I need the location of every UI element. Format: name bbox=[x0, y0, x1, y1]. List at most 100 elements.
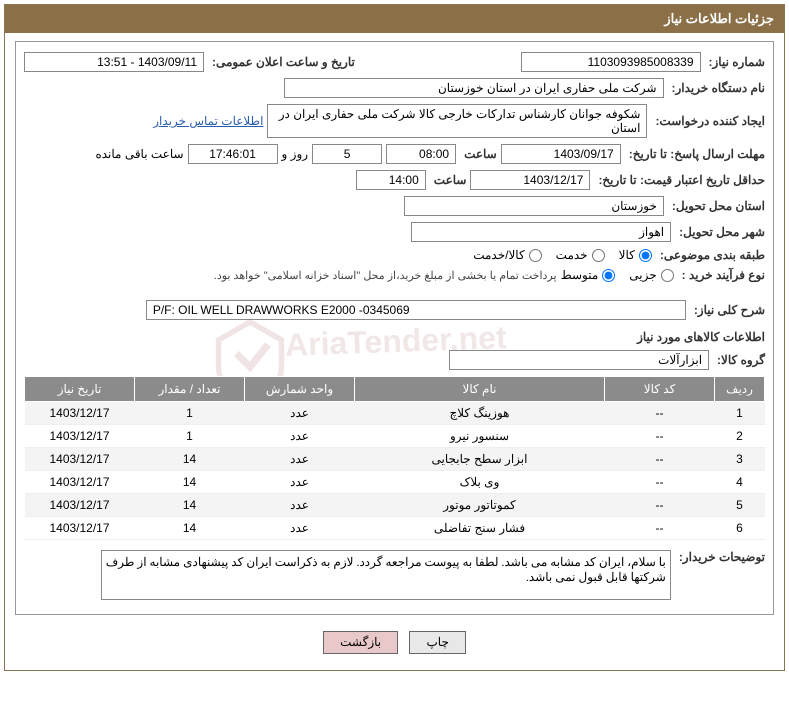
panel-header: جزئیات اطلاعات نیاز bbox=[5, 5, 784, 33]
requester-value: شکوفه جوانان کارشناس تدارکات خارجی کالا … bbox=[267, 104, 647, 138]
city-label: شهر محل تحویل: bbox=[675, 225, 765, 239]
main-panel: جزئیات اطلاعات نیاز AriaTender.net شماره… bbox=[4, 4, 785, 671]
contact-buyer-link[interactable]: اطلاعات تماس خریدار bbox=[153, 114, 263, 128]
radio-medium-label: متوسط bbox=[561, 268, 599, 282]
group-value: ابزارآلات bbox=[449, 350, 709, 370]
th-code: کد کالا bbox=[605, 377, 715, 402]
table-row: 2--سنسور نیروعدد11403/12/17 bbox=[25, 425, 765, 448]
city-value: اهواز bbox=[411, 222, 671, 242]
table-cell: 1403/12/17 bbox=[25, 402, 135, 425]
table-cell: 1 bbox=[135, 425, 245, 448]
table-row: 4--وی بلاکعدد141403/12/17 bbox=[25, 471, 765, 494]
buyer-org-label: نام دستگاه خریدار: bbox=[668, 81, 766, 95]
table-cell: 5 bbox=[715, 494, 765, 517]
table-cell: 14 bbox=[135, 517, 245, 540]
radio-small[interactable] bbox=[661, 269, 674, 282]
th-name: نام کالا bbox=[355, 377, 605, 402]
deadline-time: 08:00 bbox=[386, 144, 456, 164]
table-cell: ابزار سطح جابجایی bbox=[355, 448, 605, 471]
process-radio-group: جزیی متوسط bbox=[561, 268, 674, 282]
items-table: ردیف کد کالا نام کالا واحد شمارش تعداد /… bbox=[24, 376, 765, 540]
back-button[interactable]: بازگشت bbox=[323, 631, 398, 654]
buyer-notes-label: توضیحات خریدار: bbox=[675, 550, 765, 564]
th-row: ردیف bbox=[715, 377, 765, 402]
province-value: خوزستان bbox=[404, 196, 664, 216]
validity-label: حداقل تاریخ اعتبار قیمت: تا تاریخ: bbox=[594, 173, 765, 187]
row-buyer-notes: توضیحات خریدار: bbox=[24, 550, 765, 600]
validity-time-label: ساعت bbox=[430, 173, 467, 187]
buyer-notes-textarea[interactable] bbox=[101, 550, 671, 600]
table-cell: 1403/12/17 bbox=[25, 425, 135, 448]
table-cell: 1 bbox=[135, 402, 245, 425]
process-label: نوع فرآیند خرید : bbox=[678, 268, 765, 282]
table-cell: وی بلاک bbox=[355, 471, 605, 494]
table-cell: عدد bbox=[245, 471, 355, 494]
table-cell: عدد bbox=[245, 494, 355, 517]
row-buyer-org: نام دستگاه خریدار: شرکت ملی حفاری ایران … bbox=[24, 78, 765, 98]
table-cell: هوزینگ کلاچ bbox=[355, 402, 605, 425]
th-qty: تعداد / مقدار bbox=[135, 377, 245, 402]
items-section-title: اطلاعات کالاهای مورد نیاز bbox=[24, 330, 765, 344]
radio-medium[interactable] bbox=[602, 269, 615, 282]
panel-title: جزئیات اطلاعات نیاز bbox=[664, 11, 774, 26]
validity-date: 1403/12/17 bbox=[470, 170, 590, 190]
table-cell: عدد bbox=[245, 402, 355, 425]
payment-note: پرداخت تمام یا بخشی از مبلغ خرید،از محل … bbox=[214, 269, 557, 282]
table-cell: 14 bbox=[135, 494, 245, 517]
row-need-no: شماره نیاز: 1103093985008339 تاریخ و ساع… bbox=[24, 52, 765, 72]
row-group: گروه کالا: ابزارآلات bbox=[24, 350, 765, 370]
overview-label: شرح کلی نیاز: bbox=[690, 303, 765, 317]
table-cell: 1403/12/17 bbox=[25, 517, 135, 540]
table-cell: 3 bbox=[715, 448, 765, 471]
table-cell: 4 bbox=[715, 471, 765, 494]
print-button[interactable]: چاپ bbox=[409, 631, 465, 654]
remaining-time: 17:46:01 bbox=[188, 144, 278, 164]
table-cell: عدد bbox=[245, 517, 355, 540]
row-city: شهر محل تحویل: اهواز bbox=[24, 222, 765, 242]
table-row: 5--کموتاتور موتورعدد141403/12/17 bbox=[25, 494, 765, 517]
table-cell: -- bbox=[605, 471, 715, 494]
need-no-label: شماره نیاز: bbox=[705, 55, 765, 69]
radio-kala[interactable] bbox=[639, 249, 652, 262]
row-requester: ایجاد کننده درخواست: شکوفه جوانان کارشنا… bbox=[24, 104, 765, 138]
table-cell: فشار سنج تفاضلی bbox=[355, 517, 605, 540]
category-label: طبقه بندی موضوعی: bbox=[656, 248, 765, 262]
days-and-label: روز و bbox=[282, 147, 309, 161]
table-cell: 14 bbox=[135, 448, 245, 471]
requester-label: ایجاد کننده درخواست: bbox=[651, 114, 765, 128]
need-no-value: 1103093985008339 bbox=[521, 52, 701, 72]
row-overview: شرح کلی نیاز: P/F: OIL WELL DRAWWORKS E2… bbox=[24, 300, 765, 320]
details-fieldset: شماره نیاز: 1103093985008339 تاریخ و ساع… bbox=[15, 41, 774, 615]
validity-time: 14:00 bbox=[356, 170, 426, 190]
buyer-org-value: شرکت ملی حفاری ایران در استان خوزستان bbox=[284, 78, 664, 98]
table-cell: سنسور نیرو bbox=[355, 425, 605, 448]
category-radio-group: کالا خدمت کالا/خدمت bbox=[473, 248, 652, 262]
table-cell: کموتاتور موتور bbox=[355, 494, 605, 517]
row-category: طبقه بندی موضوعی: کالا خدمت کالا/خدمت bbox=[24, 248, 765, 262]
radio-small-label: جزیی bbox=[629, 268, 656, 282]
table-cell: عدد bbox=[245, 448, 355, 471]
radio-both[interactable] bbox=[529, 249, 542, 262]
radio-both-label: کالا/خدمت bbox=[473, 248, 524, 262]
th-unit: واحد شمارش bbox=[245, 377, 355, 402]
table-cell: 1403/12/17 bbox=[25, 471, 135, 494]
table-cell: -- bbox=[605, 494, 715, 517]
announce-value: 1403/09/11 - 13:51 bbox=[24, 52, 204, 72]
deadline-days: 5 bbox=[312, 144, 382, 164]
deadline-label: مهلت ارسال پاسخ: تا تاریخ: bbox=[625, 147, 765, 161]
table-cell: 14 bbox=[135, 471, 245, 494]
table-cell: عدد bbox=[245, 425, 355, 448]
table-cell: 1403/12/17 bbox=[25, 494, 135, 517]
row-validity: حداقل تاریخ اعتبار قیمت: تا تاریخ: 1403/… bbox=[24, 170, 765, 190]
group-label: گروه کالا: bbox=[713, 353, 765, 367]
remaining-label: ساعت باقی مانده bbox=[95, 147, 183, 161]
table-cell: -- bbox=[605, 425, 715, 448]
th-date: تاریخ نیاز bbox=[25, 377, 135, 402]
radio-khadamat[interactable] bbox=[592, 249, 605, 262]
row-deadline: مهلت ارسال پاسخ: تا تاریخ: 1403/09/17 سا… bbox=[24, 144, 765, 164]
table-row: 3--ابزار سطح جابجاییعدد141403/12/17 bbox=[25, 448, 765, 471]
table-row: 6--فشار سنج تفاضلیعدد141403/12/17 bbox=[25, 517, 765, 540]
table-cell: -- bbox=[605, 517, 715, 540]
radio-kala-label: کالا bbox=[619, 248, 635, 262]
overview-value: P/F: OIL WELL DRAWWORKS E2000 -0345069 bbox=[146, 300, 686, 320]
